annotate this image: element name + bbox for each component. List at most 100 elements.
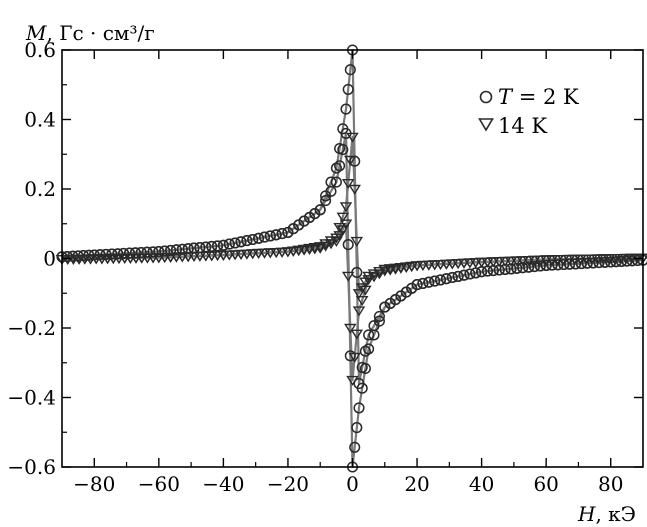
- data-point-14k: [344, 323, 357, 334]
- data-point-14k: [362, 275, 375, 286]
- data-point-2k: [135, 246, 147, 259]
- data-point-2k: [241, 235, 253, 247]
- data-point-2k: [342, 239, 354, 251]
- data-point-2k: [440, 273, 452, 285]
- x-tick-label: −40: [202, 472, 244, 496]
- data-point-2k: [458, 269, 470, 281]
- y-tick-label: −0.4: [7, 386, 56, 410]
- data-point-14k: [346, 375, 359, 386]
- data-point-14k: [355, 296, 369, 307]
- data-point-2k: [379, 301, 391, 313]
- data-point-2k: [340, 103, 352, 115]
- data-point-2k: [373, 310, 385, 322]
- data-point-14k: [336, 225, 350, 236]
- data-point-14k: [344, 155, 357, 166]
- data-point-14k: [339, 202, 353, 213]
- y-tick-label: 0.4: [24, 108, 56, 132]
- y-tick-label: 0.2: [24, 177, 56, 201]
- data-point-2k: [165, 244, 177, 256]
- data-point-14k: [378, 266, 392, 277]
- x-tick-label: 60: [533, 472, 558, 496]
- x-tick-label: −20: [267, 472, 309, 496]
- data-point-2k: [423, 276, 435, 288]
- data-point-2k: [540, 259, 552, 271]
- data-point-2k: [446, 271, 458, 284]
- data-point-2k: [353, 402, 365, 414]
- data-point-2k: [211, 240, 224, 252]
- data-point-14k: [373, 269, 386, 280]
- data-point-2k: [552, 259, 564, 271]
- data-point-2k: [320, 195, 332, 207]
- data-point-2k: [363, 343, 375, 355]
- data-point-2k: [264, 230, 276, 242]
- x-axis-title-rest: , кЭ: [595, 502, 636, 526]
- data-point-14k: [333, 223, 346, 234]
- legend-triangle-icon: [478, 118, 494, 132]
- data-point-2k: [429, 275, 441, 287]
- data-point-2k: [276, 228, 288, 240]
- curve-2k: [61, 132, 644, 469]
- data-point-14k: [348, 184, 361, 195]
- data-point-2k: [270, 229, 282, 241]
- x-tick-label: 40: [469, 472, 494, 496]
- data-point-14k: [324, 239, 338, 250]
- data-point-14k: [330, 236, 343, 247]
- data-point-2k: [334, 160, 346, 172]
- data-point-2k: [349, 441, 361, 453]
- x-axis-title-var: H: [577, 502, 596, 526]
- data-point-2k: [528, 261, 540, 273]
- data-point-2k: [176, 243, 188, 255]
- data-point-2k: [330, 162, 342, 174]
- legend-circle-icon: [479, 90, 493, 104]
- legend: T = 2 K 14 K: [478, 85, 579, 138]
- y-tick-label: 0: [43, 247, 56, 271]
- data-point-2k: [546, 259, 558, 271]
- data-point-2k: [452, 270, 464, 282]
- data-point-2k: [359, 362, 371, 375]
- data-point-14k: [336, 212, 350, 223]
- x-tick-label: −60: [138, 472, 180, 496]
- data-point-2k: [217, 239, 229, 251]
- data-point-14k: [333, 231, 346, 242]
- x-tick-label: 0: [346, 472, 359, 496]
- data-point-2k: [363, 329, 375, 341]
- data-point-2k: [147, 246, 159, 258]
- data-point-14k: [367, 272, 381, 283]
- data-point-14k: [352, 289, 366, 300]
- data-point-2k: [534, 260, 546, 272]
- data-point-2k: [373, 315, 385, 327]
- data-point-2k: [153, 245, 165, 258]
- legend-label-14k: 14 K: [498, 114, 547, 138]
- y-tick-label: −0.2: [7, 316, 56, 340]
- data-point-2k: [337, 144, 349, 156]
- legend-label-2k: T = 2 K: [498, 85, 579, 109]
- data-point-2k: [129, 247, 141, 259]
- y-axis-title-rest: , Гс · см³/г: [46, 21, 154, 45]
- data-point-2k: [342, 83, 354, 95]
- data-point-2k: [247, 233, 259, 246]
- x-tick-label: 20: [404, 472, 429, 496]
- y-tick-label: −0.6: [7, 455, 56, 479]
- x-tick-label: 80: [598, 472, 623, 496]
- data-point-2k: [417, 277, 429, 289]
- tick-layer: −80 −60 −40 −20 0 20 40 60 80 −0.6 −0.4 −0.2 0 0.2 0.4…: [7, 38, 643, 496]
- data-point-2k: [141, 246, 153, 258]
- y-axis-title: M, Гс · см³/г: [25, 21, 155, 45]
- data-point-14k: [350, 236, 364, 247]
- data-point-2k: [344, 350, 356, 362]
- y-tick-label: 0.6: [24, 38, 56, 62]
- data-point-14k: [359, 285, 372, 296]
- data-point-14k: [355, 283, 369, 294]
- data-point-2k: [282, 226, 294, 238]
- x-tick-label: −80: [73, 472, 115, 496]
- data-point-2k: [434, 274, 447, 286]
- data-point-2k: [159, 245, 171, 257]
- data-point-2k: [170, 244, 182, 256]
- data-point-2k: [464, 268, 476, 280]
- data-point-2k: [368, 329, 380, 341]
- legend-label-2k-rest: = 2 K: [512, 85, 579, 109]
- data-point-14k: [346, 132, 359, 143]
- marker-layer: [55, 44, 647, 473]
- data-point-2k: [229, 237, 241, 249]
- data-point-2k: [258, 231, 271, 243]
